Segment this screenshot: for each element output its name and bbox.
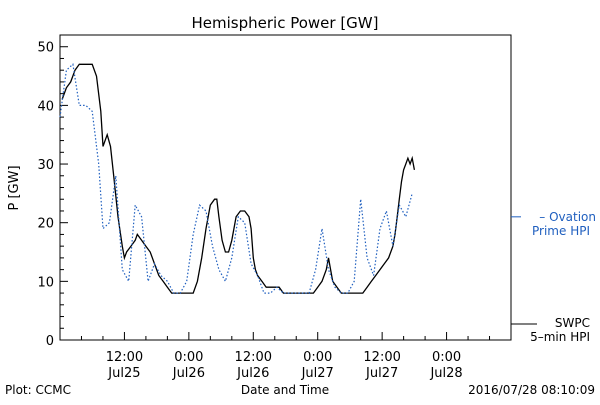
swpc-label-line1: SWPC	[555, 316, 590, 330]
plot-frame	[59, 34, 512, 341]
x-tick-time-label: 0:00	[174, 350, 203, 365]
series-line-swpc	[61, 63, 416, 294]
x-tick-date-label: Jul26	[236, 366, 269, 381]
swpc-label-line2: 5–min HPI	[530, 330, 590, 344]
y-tick-label: 40	[37, 99, 54, 114]
x-tick-time-label: 0:00	[303, 350, 332, 365]
x-tick-date-label: Jul25	[107, 366, 140, 381]
series-line-ovation-prime	[59, 63, 413, 294]
y-tick-label: 10	[37, 275, 54, 290]
x-tick-date-label: Jul26	[172, 366, 205, 381]
x-tick-time-label: 0:00	[432, 350, 461, 365]
ovation-label-line1: – Ovation	[539, 210, 596, 224]
y-tick-label: 50	[37, 41, 54, 56]
x-axis: 12:00Jul250:00Jul2612:00Jul260:00Jul2712…	[80, 332, 491, 381]
ovation-label-line2: Prime HPI	[532, 224, 590, 238]
x-tick-time-label: 12:00	[235, 350, 272, 365]
y-tick-label: 30	[37, 158, 54, 173]
x-axis-label: Date and Time	[241, 383, 329, 397]
x-tick-date-label: Jul28	[429, 366, 462, 381]
x-tick-date-label: Jul27	[365, 366, 398, 381]
plot-timestamp: 2016/07/28 08:10:09	[468, 383, 595, 397]
y-axis-label: P [GW]	[7, 165, 22, 210]
y-axis: 0 10 20 30 40 50	[37, 41, 68, 349]
x-tick-date-label: Jul27	[301, 366, 334, 381]
series-layer	[59, 63, 416, 294]
y-tick-label: 0	[46, 334, 54, 349]
x-tick-time-label: 12:00	[363, 350, 400, 365]
plot-credit: Plot: CCMC	[5, 383, 71, 397]
y-tick-label: 20	[37, 217, 54, 232]
x-tick-time-label: 12:00	[106, 350, 143, 365]
chart-title: Hemispheric Power [GW]	[192, 14, 379, 32]
